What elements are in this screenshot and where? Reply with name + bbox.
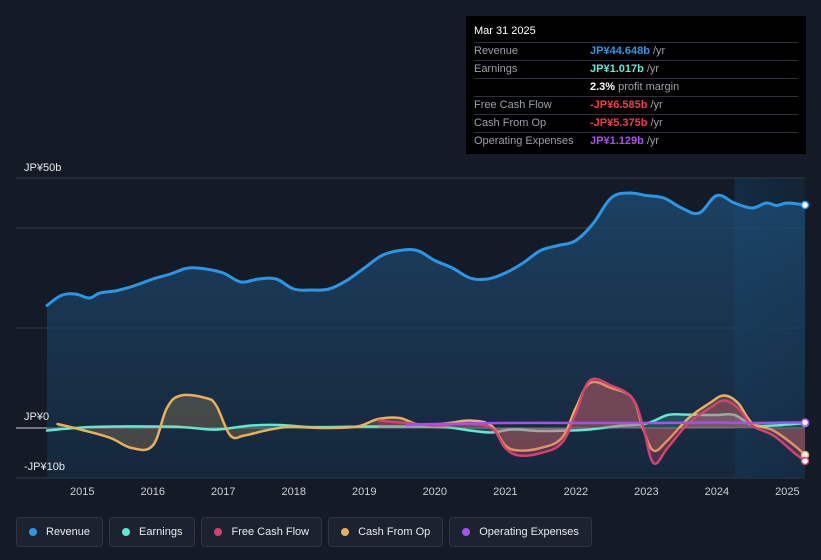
legend-dot-icon <box>214 528 223 536</box>
y-tick-label: -JP¥10b <box>24 461 65 473</box>
y-tick-label: JP¥0 <box>24 411 49 423</box>
tooltip-row-earnings: Earnings JP¥1.017b /yr <box>474 61 798 79</box>
free-cash-flow-end-marker <box>800 456 810 466</box>
tooltip-label: Free Cash Flow <box>474 99 552 111</box>
legend-item-free-cash-flow[interactable]: Free Cash Flow <box>201 517 323 547</box>
x-tick-label: 2021 <box>493 486 517 498</box>
x-tick-label: 2016 <box>141 486 165 498</box>
tooltip-label: Operating Expenses <box>474 135 574 147</box>
earnings-line <box>45 412 805 434</box>
legend-dot-icon <box>122 528 131 536</box>
operating-expenses-end-marker <box>800 418 810 427</box>
tooltip: Mar 31 2025 Revenue JP¥44.648b /yr Earni… <box>466 16 806 154</box>
legend-dot-icon <box>341 528 350 536</box>
revenue-line <box>45 191 805 307</box>
tooltip-label <box>474 79 590 96</box>
x-tick-label: 2024 <box>705 486 729 498</box>
legend-label: Free Cash Flow <box>231 526 310 538</box>
tooltip-label: Earnings <box>474 63 518 75</box>
tooltip-unit: profit margin <box>618 81 680 93</box>
tooltip-label: Revenue <box>474 45 519 57</box>
tooltip-row-cash-from-op: Cash From Op -JP¥5.375b /yr <box>474 115 798 133</box>
legend-item-earnings[interactable]: Earnings <box>109 517 196 547</box>
legend-label: Cash From Op <box>358 526 431 538</box>
legend-dot-icon <box>29 528 37 536</box>
tooltip-value: JP¥1.017b <box>590 63 644 75</box>
x-tick-label: 2022 <box>564 486 588 498</box>
tooltip-unit: /yr <box>646 135 660 147</box>
cash-from-op-area <box>57 381 805 455</box>
free-cash-flow-area <box>378 378 805 464</box>
x-tick-label: 2025 <box>775 486 799 498</box>
tooltip-label: Cash From Op <box>474 117 547 129</box>
x-tick-label: 2019 <box>352 486 376 498</box>
tooltip-value: -JP¥6.585b <box>590 99 648 111</box>
tooltip-date: Mar 31 2025 <box>474 24 798 43</box>
x-tick-label: 2018 <box>282 486 306 498</box>
y-tick-label: JP¥50b <box>24 162 61 174</box>
end-markers <box>800 200 810 466</box>
tooltip-unit: /yr <box>650 99 663 111</box>
tooltip-row-profit-margin: 2.3% profit margin <box>474 79 798 97</box>
operating-expenses-line <box>405 421 805 427</box>
legend: Revenue Earnings Free Cash Flow Cash Fro… <box>16 517 592 547</box>
tooltip-row-operating-expenses: Operating Expenses JP¥1.129b /yr <box>474 133 798 150</box>
tooltip-unit: /yr <box>650 117 663 129</box>
legend-item-operating-expenses[interactable]: Operating Expenses <box>449 517 592 547</box>
legend-label: Earnings <box>139 526 183 538</box>
tooltip-value: JP¥1.129b <box>590 135 644 147</box>
legend-dot-icon <box>462 528 471 536</box>
cash-from-op-line <box>56 380 805 457</box>
series-layer <box>45 191 805 479</box>
revenue-end-marker <box>800 200 810 210</box>
tooltip-unit: /yr <box>652 45 666 57</box>
tooltip-row-free-cash-flow: Free Cash Flow -JP¥6.585b /yr <box>474 97 798 115</box>
tooltip-value: 2.3% <box>590 81 616 93</box>
x-tick-label: 2017 <box>211 486 235 498</box>
x-tick-label: 2023 <box>634 486 658 498</box>
tooltip-unit: /yr <box>646 63 660 75</box>
x-axis-labels: 2015 2016 2017 2018 2019 2020 2021 2022 2023 2024… <box>70 486 800 498</box>
y-axis-labels: JP¥50b JP¥0 -JP¥10b <box>24 162 65 473</box>
tooltip-value: -JP¥5.375b <box>590 117 648 129</box>
free-cash-flow-line <box>377 377 805 466</box>
tooltip-row-revenue: Revenue JP¥44.648b /yr <box>474 43 798 61</box>
legend-label: Operating Expenses <box>479 526 579 538</box>
legend-item-revenue[interactable]: Revenue <box>16 517 104 547</box>
x-tick-label: 2015 <box>70 486 94 498</box>
x-tick-label: 2020 <box>423 486 447 498</box>
tooltip-value: JP¥44.648b <box>590 45 650 57</box>
legend-item-cash-from-op[interactable]: Cash From Op <box>328 517 444 547</box>
revenue-area <box>47 192 805 479</box>
legend-label: Revenue <box>46 526 91 538</box>
